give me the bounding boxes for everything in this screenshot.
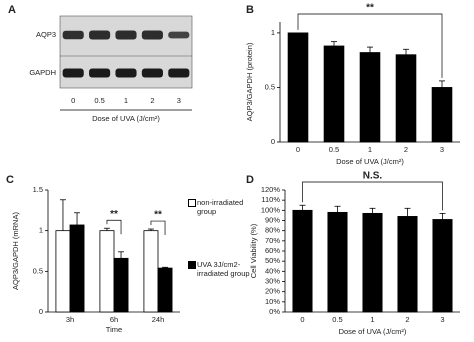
x-tick-label: 6h (110, 315, 118, 324)
y-axis-label: Cell Viability (%) (249, 223, 258, 278)
x-tick-label: 24h (152, 315, 165, 324)
y-tick-label: 50% (265, 256, 280, 265)
legend-entry: UVA 3J/cm2-irradiated group (188, 260, 259, 278)
x-axis-label: Dose of UVA (J/cm²) (336, 157, 404, 166)
bar (359, 52, 381, 143)
bar (395, 54, 417, 143)
y-tick-label: 20% (265, 287, 280, 296)
x-tick-label: 0 (71, 96, 75, 105)
x-tick-label: 3 (440, 145, 444, 154)
y-axis-label: AQP3/GAPDH (protein) (245, 42, 254, 121)
y-tick-label: 60% (265, 246, 280, 255)
panel-label: B (246, 4, 254, 16)
x-tick-label: 0 (300, 315, 304, 324)
bar (432, 219, 453, 313)
x-tick-label: 1 (370, 315, 374, 324)
blot-band (62, 68, 84, 78)
significance-bracket (150, 220, 166, 236)
y-tick-label: 0 (271, 137, 275, 146)
legend-swatch (188, 199, 196, 207)
y-tick-label: 120% (261, 185, 281, 194)
bar (431, 87, 453, 143)
y-tick-label: 10% (265, 297, 280, 306)
bar (99, 230, 115, 313)
panel-label: C (6, 174, 14, 186)
legend-entry: non-irradiated group (188, 198, 259, 216)
y-tick-label: 40% (265, 266, 280, 275)
bar (157, 267, 173, 313)
bar (362, 212, 383, 313)
x-tick-label: 2 (404, 145, 408, 154)
y-tick-label: 0% (269, 307, 280, 316)
significance-label: ** (110, 209, 118, 220)
x-tick-label: 0.5 (332, 315, 342, 324)
x-tick-label: 0 (296, 145, 300, 154)
panel-label: D (246, 174, 254, 186)
blot-band (168, 68, 190, 78)
y-tick-label: 110% (261, 195, 280, 204)
bar (327, 211, 348, 313)
significance-bracket (297, 13, 443, 78)
y-tick-label: 0.5 (33, 266, 43, 275)
bar (397, 216, 418, 313)
y-tick-label: 80% (265, 226, 280, 235)
bar (323, 45, 345, 143)
x-tick-label: 3 (440, 315, 444, 324)
y-tick-label: 0 (39, 307, 43, 316)
blot-band (89, 30, 111, 40)
y-tick-label: 90% (265, 215, 280, 224)
bar (113, 257, 129, 313)
bar (287, 32, 309, 143)
legend-label: non-irradiated group (197, 198, 244, 216)
bar (69, 224, 85, 313)
y-tick-label: 100% (261, 205, 281, 214)
y-axis-label: AQP3/GAPDH (mRNA) (11, 212, 20, 290)
y-tick-label: 1.5 (33, 185, 43, 194)
x-axis-label: Dose of UVA (J/cm²) (92, 114, 160, 123)
bar (143, 230, 159, 313)
significance-label: N.S. (363, 171, 383, 182)
bar (55, 230, 71, 313)
x-tick-label: 3h (66, 315, 74, 324)
x-tick-label: 3 (177, 96, 181, 105)
x-tick-label: 1 (368, 145, 372, 154)
x-tick-label: 2 (405, 315, 409, 324)
y-tick-label: 1 (39, 226, 43, 235)
significance-bracket (106, 219, 122, 235)
x-tick-label: 2 (150, 96, 154, 105)
blot-band (115, 30, 137, 40)
y-tick-label: 30% (265, 276, 280, 285)
x-axis-label: Time (106, 325, 122, 334)
blot-band (115, 68, 137, 78)
blot-row-label: AQP3 (36, 30, 56, 39)
y-tick-label: 1 (271, 28, 275, 37)
x-tick-label: 0.5 (329, 145, 339, 154)
x-axis-label: Dose of UVA (J/cm²) (339, 327, 407, 336)
blot-band (141, 30, 163, 40)
y-tick-label: 70% (265, 236, 280, 245)
x-tick-label: 1 (124, 96, 128, 105)
legend-swatch (188, 261, 196, 269)
blot-band (141, 68, 163, 78)
blot-band (89, 68, 111, 78)
blot-band (62, 30, 84, 40)
blot-band (168, 31, 190, 39)
significance-bracket (302, 181, 443, 211)
significance-label: ** (366, 3, 374, 14)
blot-row-label: GAPDH (29, 68, 56, 77)
legend-label: UVA 3J/cm2-irradiated group (197, 260, 250, 278)
y-tick-label: 0.5 (265, 82, 275, 91)
panel-label: A (8, 4, 16, 16)
x-tick-label: 0.5 (94, 96, 104, 105)
significance-label: ** (154, 210, 162, 221)
bar (292, 209, 313, 313)
